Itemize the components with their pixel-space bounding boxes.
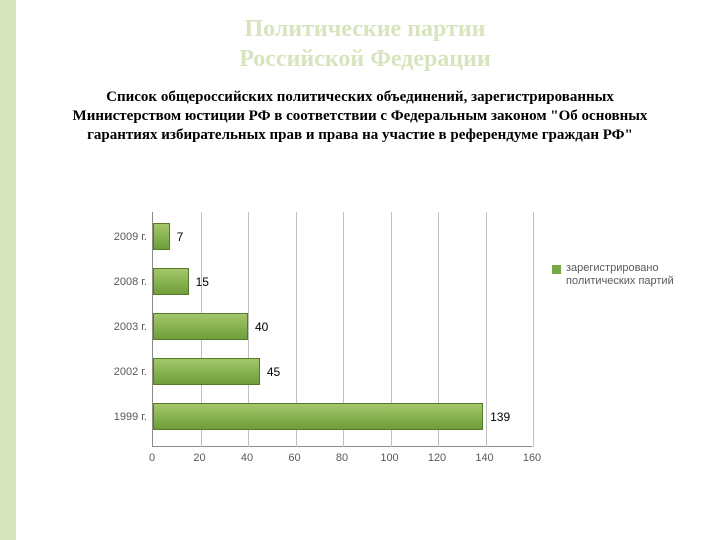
bar: 7 <box>153 223 170 250</box>
category-label: 1999 г. <box>114 411 153 423</box>
bar: 40 <box>153 313 248 340</box>
x-tick-label: 100 <box>380 452 398 464</box>
legend-label: зарегистрировано политических партий <box>566 262 692 288</box>
bar-row: 2009 г.7 <box>153 223 170 250</box>
category-label: 2009 г. <box>114 231 153 243</box>
bar: 139 <box>153 403 483 430</box>
title-line2: Российской Федерации <box>239 46 491 72</box>
bar-value: 7 <box>169 230 184 244</box>
page-title: Политические партии Российской Федерации <box>0 0 720 80</box>
subtitle: Список общероссийских политических объед… <box>0 80 720 154</box>
title-line1: Политические партии <box>244 16 485 42</box>
bar-value: 139 <box>482 410 510 424</box>
category-label: 2003 г. <box>114 321 153 333</box>
side-accent <box>0 0 16 540</box>
bar-row: 2008 г.15 <box>153 268 189 295</box>
x-tick-label: 120 <box>428 452 446 464</box>
plot-area: 2009 г.7 2008 г.15 2003 г.40 2002 г.45 1999 … <box>152 212 532 447</box>
legend-swatch <box>552 265 561 274</box>
chart: 2009 г.72008 г.152003 г.402002 г.451999 … <box>70 212 700 492</box>
bar-row: 2003 г.40 <box>153 313 248 340</box>
bar-value: 45 <box>259 365 280 379</box>
x-tick-label: 140 <box>475 452 493 464</box>
bar-value: 40 <box>247 320 268 334</box>
x-tick-label: 160 <box>523 452 541 464</box>
gridline <box>533 212 534 447</box>
bar-value: 15 <box>188 275 209 289</box>
legend: зарегистрировано политических партий <box>552 262 692 288</box>
bar-row: 2002 г.45 <box>153 358 260 385</box>
bar: 45 <box>153 358 260 385</box>
x-tick-label: 0 <box>149 452 155 464</box>
category-label: 2002 г. <box>114 366 153 378</box>
x-tick-label: 80 <box>336 452 348 464</box>
x-tick-label: 60 <box>288 452 300 464</box>
x-tick-label: 40 <box>241 452 253 464</box>
bar: 15 <box>153 268 189 295</box>
category-label: 2008 г. <box>114 276 153 288</box>
bar-row: 1999 г.139 <box>153 403 483 430</box>
x-tick-label: 20 <box>193 452 205 464</box>
